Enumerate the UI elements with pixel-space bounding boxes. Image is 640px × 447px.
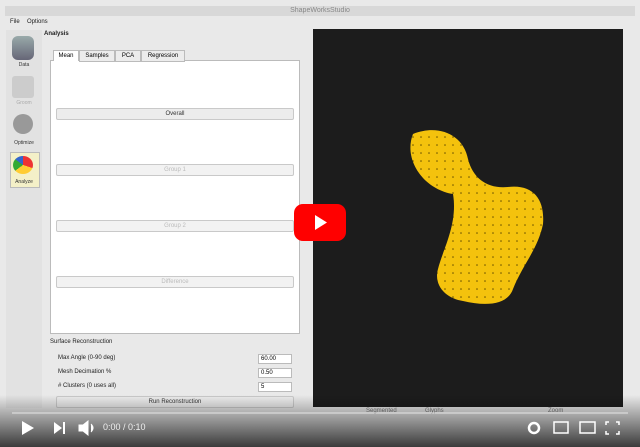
next-button[interactable]: [54, 422, 65, 434]
button[interactable]: Group 2: [56, 220, 294, 232]
window-title: ShapeWorksStudio: [290, 7, 350, 14]
tab[interactable]: Mean: [53, 50, 79, 61]
optimize-icon[interactable]: [13, 114, 33, 134]
viewer: [313, 29, 623, 407]
field-label: # Clusters (0 uses all): [58, 383, 117, 389]
volume-button[interactable]: [78, 419, 94, 437]
progress-bar[interactable]: [12, 412, 628, 414]
sidebar-label[interactable]: Groom: [16, 100, 32, 106]
femur-mesh: [410, 130, 544, 304]
fullscreen-button[interactable]: [605, 421, 620, 435]
time-display: 0:00 / 0:10: [103, 422, 146, 432]
section-title: Surface Reconstruction: [50, 339, 113, 345]
menu-item[interactable]: File: [10, 19, 20, 25]
groom-icon[interactable]: [12, 76, 34, 98]
field-label: Max Angle (0-90 deg): [58, 355, 116, 361]
data-icon[interactable]: [12, 36, 34, 60]
tab[interactable]: PCA: [115, 50, 141, 62]
title-bar: [5, 6, 635, 16]
field-input[interactable]: 5: [258, 382, 292, 392]
settings-button[interactable]: [527, 421, 541, 435]
theater-button[interactable]: [579, 421, 596, 434]
tab[interactable]: Samples: [79, 50, 115, 62]
analyze-pie: [13, 156, 33, 174]
controls-shade: [0, 395, 640, 447]
sidebar-label[interactable]: Data: [18, 62, 30, 68]
player-controls: [22, 419, 620, 437]
sidebar-label[interactable]: Optimize: [14, 140, 34, 146]
tab-panel: [50, 60, 300, 334]
tab[interactable]: Regression: [141, 50, 185, 62]
field-label: Mesh Decimation %: [58, 369, 112, 375]
sidebar-label[interactable]: Analyze: [15, 179, 33, 185]
play-button[interactable]: [22, 421, 34, 435]
panel-title: Analysis: [44, 31, 69, 37]
field-input[interactable]: 60.00: [258, 354, 292, 364]
play-triangle: [315, 215, 327, 230]
button[interactable]: Group 1: [56, 164, 294, 176]
field-input[interactable]: 0.50: [258, 368, 292, 378]
menu-item[interactable]: Options: [27, 19, 48, 25]
button[interactable]: Difference: [56, 276, 294, 288]
button[interactable]: Overall: [56, 108, 294, 120]
miniplayer-button[interactable]: [553, 421, 569, 434]
